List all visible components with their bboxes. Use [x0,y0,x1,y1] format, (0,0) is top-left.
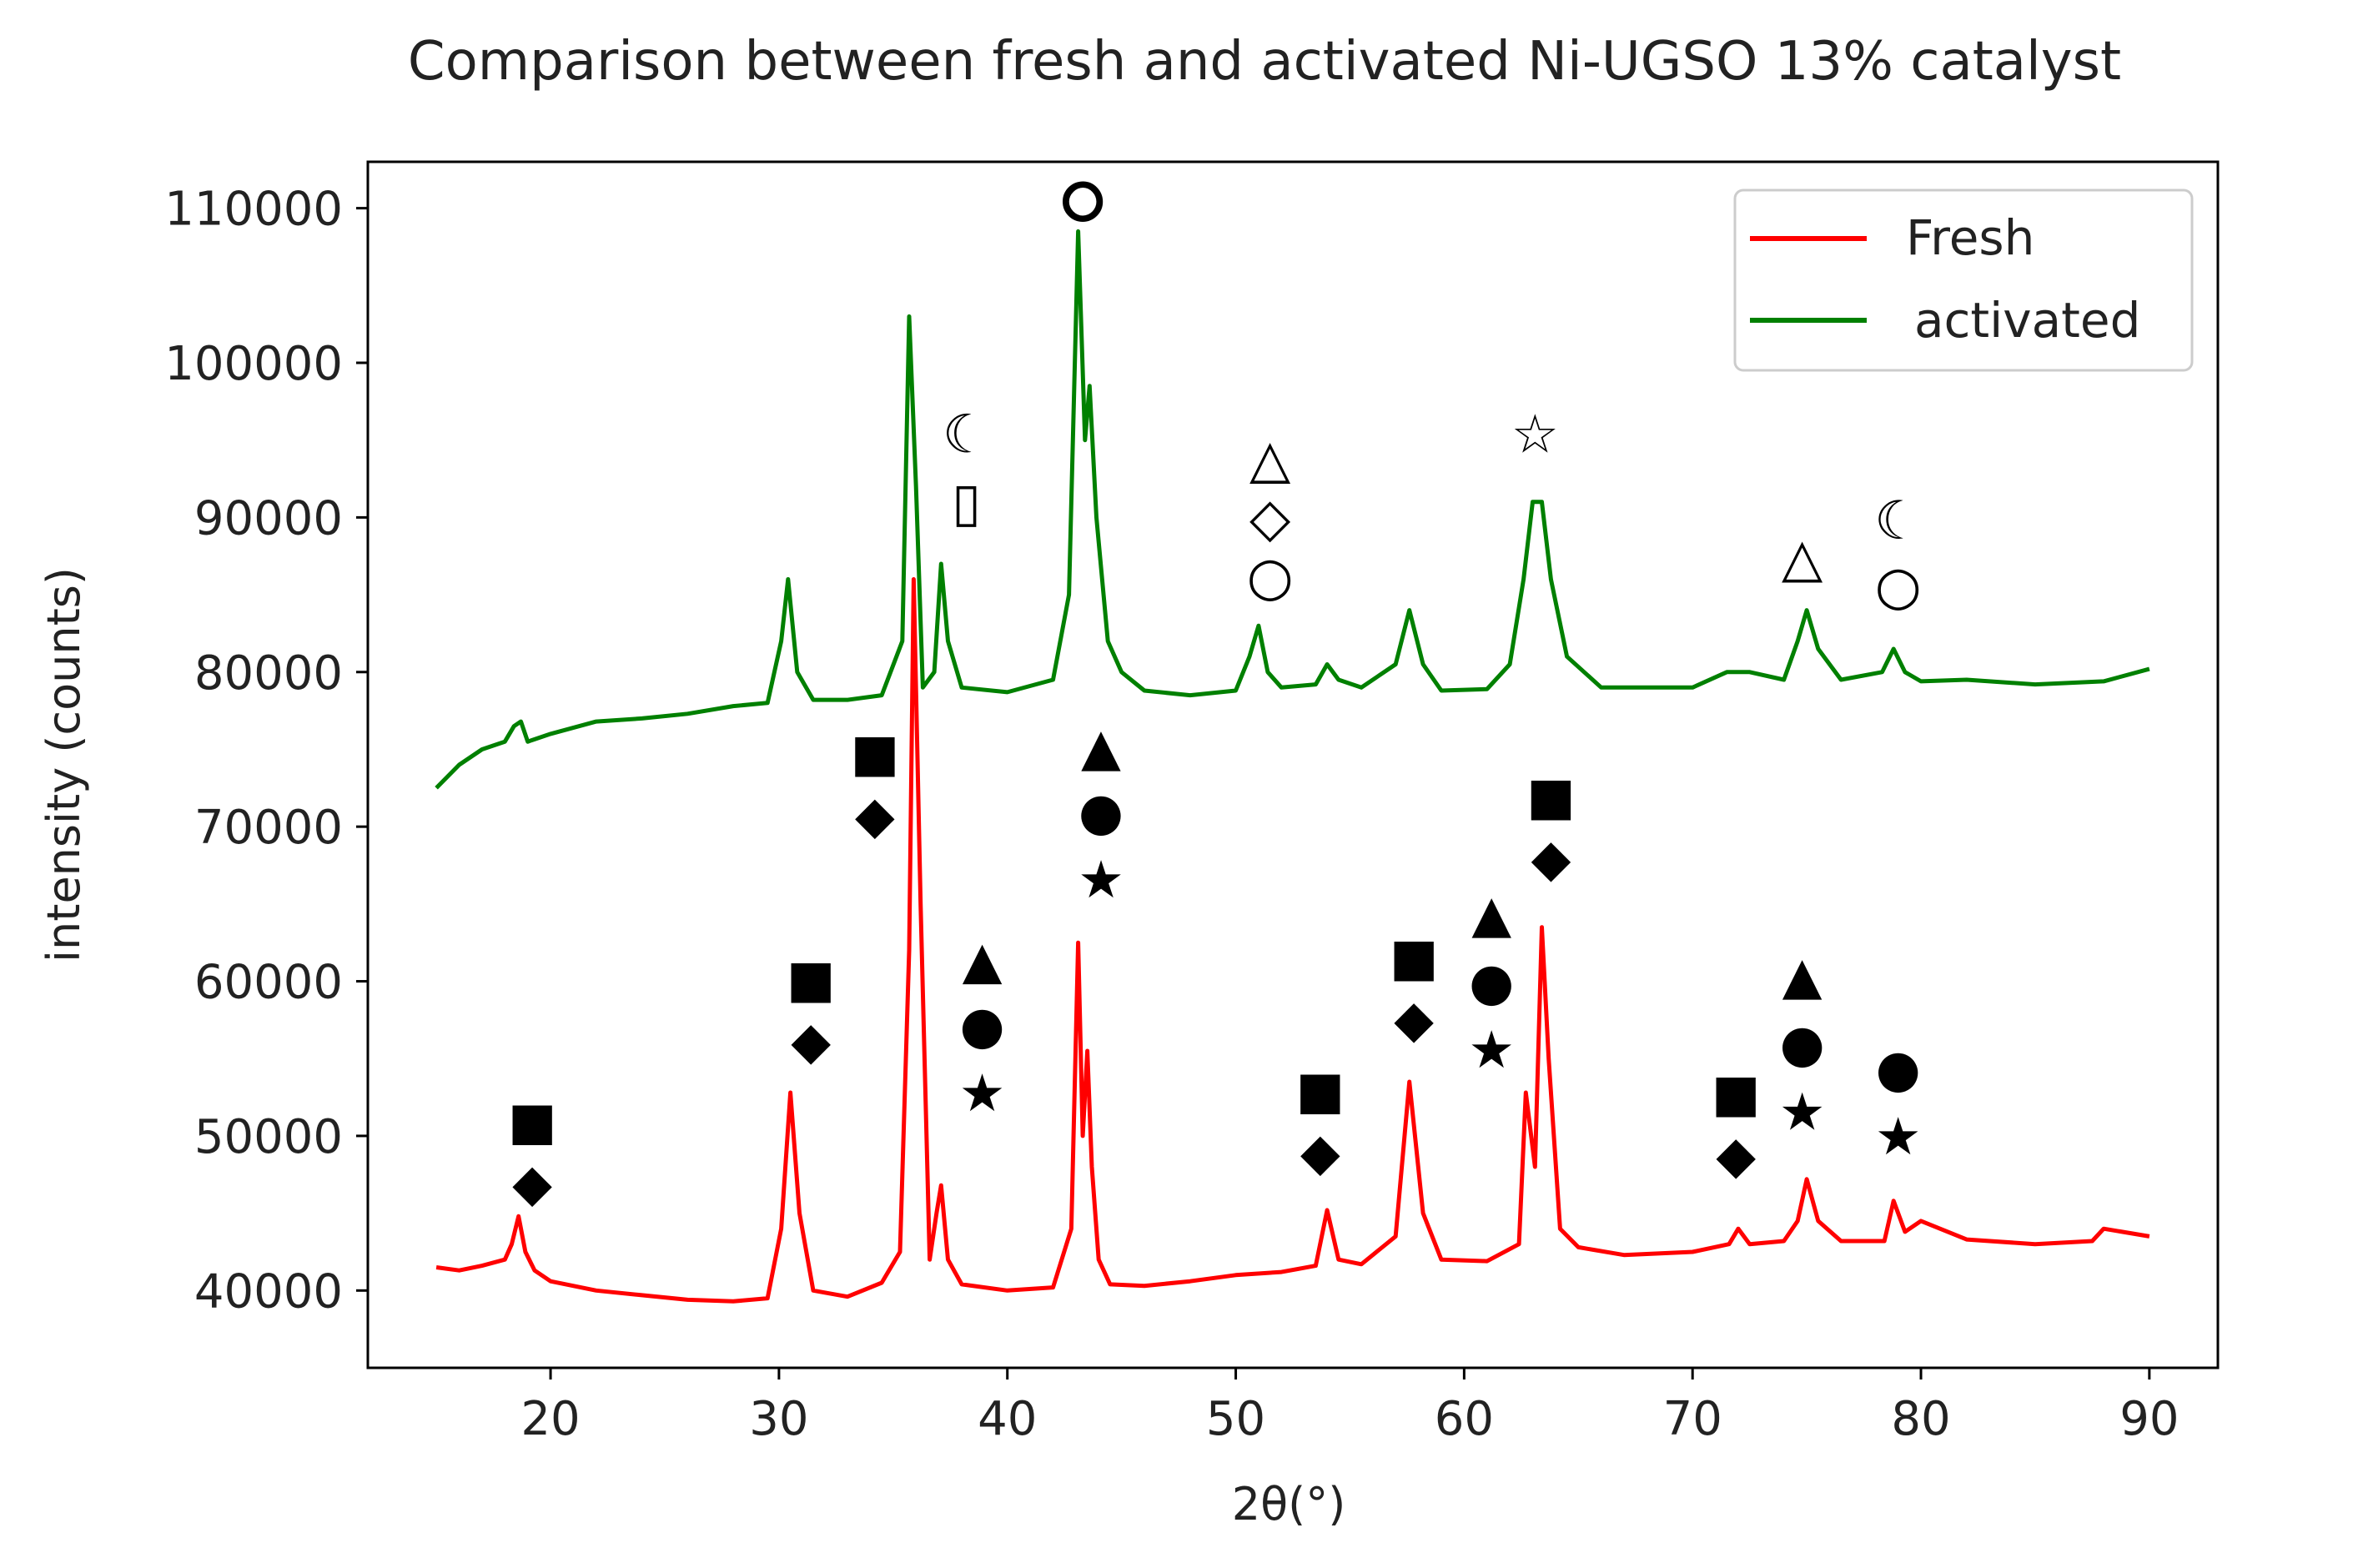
x-tick-label: 70 [1663,1392,1722,1446]
x-tick-label: 80 [1891,1392,1950,1446]
peak-marker: ■ [1296,1059,1345,1120]
series-layer [435,229,2150,1304]
peak-marker: ■ [1712,1063,1761,1123]
peak-marker: ☆ [1511,404,1559,465]
peak-marker: ● [1780,1013,1825,1074]
peak-annotations: ■◆■◆■◆▲●★▲●★■◆■◆▲●★■◆■◆▲●★●★☾▯⭘△◇○☆△☾○ [508,172,1922,1213]
peak-marker: ◆ [855,784,895,845]
peak-marker: ★ [1078,849,1124,910]
peak-marker: ■ [508,1090,557,1151]
y-tick-label: 80000 [194,646,343,701]
peak-marker: ★ [1779,1081,1826,1142]
y-tick-label: 90000 [194,491,343,545]
peak-marker: ◆ [1394,988,1434,1049]
peak-marker: ▲ [1081,716,1121,777]
legend-label-activated: activated [1914,292,2140,349]
x-tick-label: 50 [1206,1392,1265,1446]
peak-marker: ☾ [943,404,990,465]
legend-label-fresh: Fresh [1906,209,2034,266]
peak-marker: ▲ [1471,883,1511,944]
peak-marker: ● [1078,781,1124,842]
peak-marker: ◆ [791,1010,831,1071]
peak-marker: ○ [1247,546,1294,608]
peak-marker: ● [960,994,1005,1055]
peak-marker: ▲ [1782,945,1823,1006]
series-line-activated [435,229,2150,790]
peak-marker: ● [1876,1038,1921,1098]
x-axis-label: 2θ(°) [1232,1478,1346,1530]
peak-marker: ◆ [1531,827,1571,888]
peak-marker: ◆ [1300,1121,1340,1182]
peak-marker: ★ [1468,1019,1515,1080]
y-tick-label: 50000 [194,1110,343,1164]
peak-marker: ☾ [1874,490,1922,552]
peak-marker: ▲ [963,930,1003,991]
peak-marker: ■ [787,948,836,1009]
x-tick-label: 30 [749,1392,808,1446]
x-tick-label: 40 [978,1392,1037,1446]
x-tick-label: 60 [1435,1392,1494,1446]
peak-marker: ⭘ [1061,172,1104,234]
peak-marker: ◇ [1249,487,1291,549]
peak-marker: ★ [1875,1106,1922,1167]
peak-marker: ■ [851,722,900,783]
peak-marker: ■ [1390,927,1439,988]
peak-marker: ■ [1526,766,1576,827]
x-tick-label: 90 [2119,1392,2179,1446]
peak-marker: △ [1782,528,1823,590]
peak-marker: ● [1469,952,1514,1013]
peak-marker: ◆ [1716,1124,1756,1185]
x-tick-label: 20 [520,1392,580,1446]
y-tick-label: 60000 [194,956,343,1010]
peak-marker: ▯ [952,472,981,534]
y-tick-label: 70000 [194,801,343,855]
y-tick-label: 100000 [164,337,343,391]
chart-title: Comparison between fresh and activated N… [408,31,2121,93]
y-tick-label: 110000 [164,183,343,237]
peak-marker: △ [1249,429,1291,490]
peak-marker: ★ [959,1063,1006,1123]
legend: Fresh activated [1733,188,2194,372]
y-tick-label: 40000 [194,1264,343,1319]
y-axis: 40000 50000 60000 70000 80000 90000 100000 1100… [164,183,368,1319]
peak-marker: ◆ [512,1153,552,1214]
series-line-fresh [435,577,2150,1304]
y-axis-label: intensity (counts) [38,567,90,962]
x-axis: 20 30 40 50 60 70 80 90 [520,1368,2179,1446]
peak-marker: ○ [1875,555,1922,617]
plot-frame [366,160,2220,1369]
legend-box [1733,188,2194,372]
